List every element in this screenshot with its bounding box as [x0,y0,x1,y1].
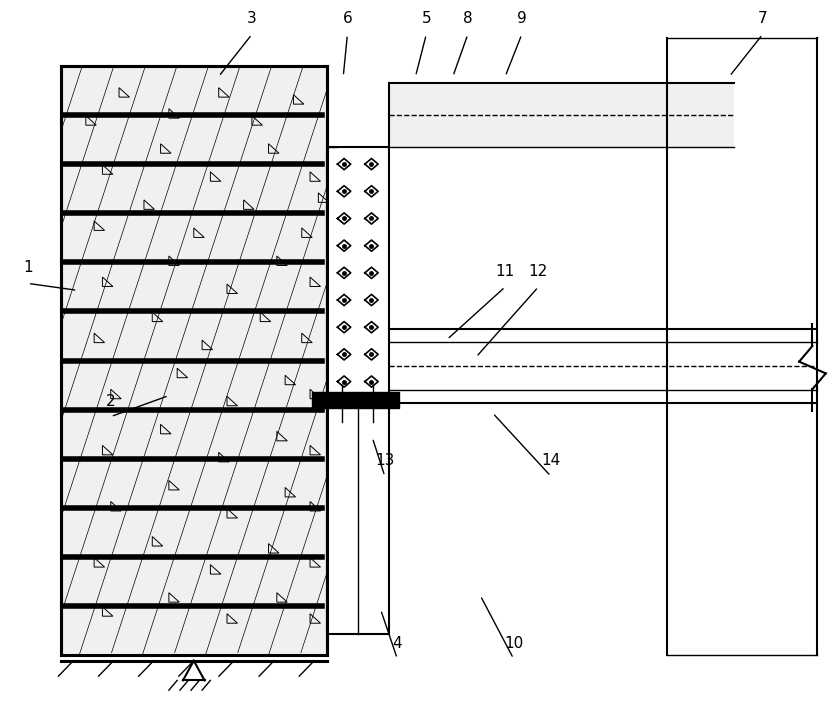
Text: 5: 5 [421,11,431,26]
Text: 13: 13 [375,453,395,468]
Text: 10: 10 [504,636,523,650]
Text: 8: 8 [463,11,472,26]
Text: 11: 11 [496,264,515,279]
Text: 3: 3 [247,11,257,26]
Text: 12: 12 [529,264,548,279]
Bar [327,146,389,399]
Bar [312,392,399,407]
Bar [389,83,733,146]
Bar [327,399,389,634]
Text: 7: 7 [757,11,767,26]
Text: 14: 14 [541,453,560,468]
Text: 1: 1 [23,260,33,276]
Text: 6: 6 [343,11,352,26]
Text: 9: 9 [517,11,527,26]
Text: 2: 2 [106,394,115,409]
Bar [61,66,327,655]
Text: 4: 4 [392,636,402,650]
